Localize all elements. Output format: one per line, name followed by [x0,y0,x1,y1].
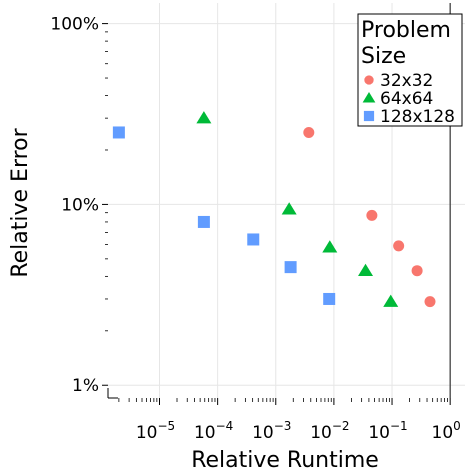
data-point-32x32 [393,240,405,252]
legend-box [357,13,463,127]
legend-title-line: Size [361,44,406,69]
y-tick-label: 1% [72,376,99,396]
x-axis-title: Relative Runtime [191,448,379,472]
data-point-128x128 [284,261,297,274]
data-point-128x128 [323,292,336,305]
x-tick-label: 100 [432,419,461,443]
y-axis-title: Relative Error [8,127,33,277]
data-points [112,111,436,308]
x-tick-label: 10−3 [252,419,291,443]
x-tick-label: 10−5 [136,419,175,443]
data-point-64x64 [322,240,338,253]
legend-label: 32x32 [380,71,433,91]
data-point-64x64 [383,294,399,307]
legend-key-64x64 [362,92,376,103]
y-tick-label: 10% [61,195,99,215]
legend-label: 64x64 [380,89,433,109]
legend-key-128x128 [363,110,375,122]
y-tick-label: 100% [50,15,99,35]
axes: 100% 10% 1% 10−5 10−4 10−3 10−2 10−1 100 [50,15,460,443]
data-point-32x32 [424,296,436,308]
x-tick-label: 10−2 [310,419,349,443]
data-point-128x128 [247,233,260,246]
legend-label: 128x128 [380,107,455,127]
x-tick-label: 10−1 [368,419,407,443]
x-tick-label: 10−4 [194,419,233,443]
data-point-64x64 [281,202,297,215]
data-point-128x128 [197,215,210,228]
data-point-128x128 [112,126,125,139]
data-point-32x32 [411,265,423,277]
data-point-64x64 [358,263,374,276]
data-point-32x32 [303,126,315,138]
legend-title-line: Problem [361,18,451,43]
legend-key-32x32 [364,75,374,85]
data-point-32x32 [366,209,378,221]
data-point-64x64 [196,111,212,124]
